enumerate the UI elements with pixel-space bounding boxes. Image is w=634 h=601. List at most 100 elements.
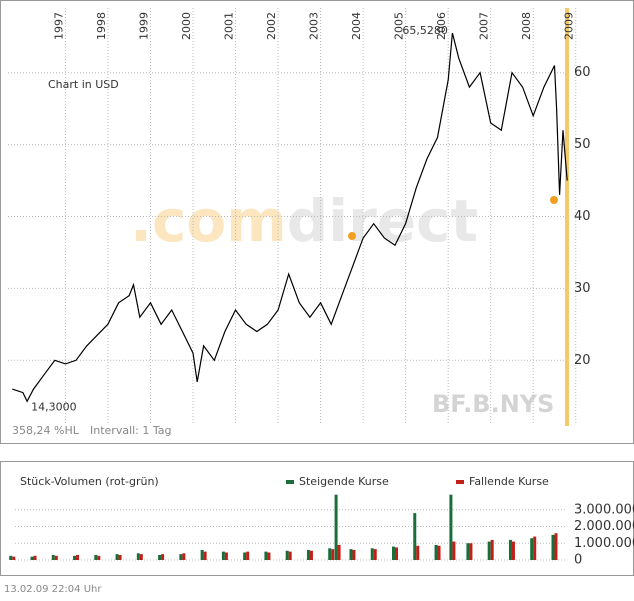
volume-bar (530, 538, 534, 560)
volume-bar (508, 539, 512, 560)
volume-bar (51, 554, 55, 560)
volume-bar (370, 548, 374, 560)
volume-bar (395, 547, 399, 560)
volume-bar (118, 554, 122, 560)
symbol: BF.B.NYS (432, 390, 554, 418)
volume-bar (139, 554, 143, 560)
volume-bar (466, 543, 470, 560)
volume-bar (158, 554, 162, 560)
volume-bar (487, 541, 491, 560)
y-tick-label: 60 (574, 65, 591, 80)
volume-bar (337, 544, 341, 560)
dividend-icon (550, 196, 558, 204)
volume-bar (334, 494, 338, 560)
y-tick-label: 3.000.000 (574, 502, 634, 517)
volume-bar (224, 552, 228, 560)
annotation: 14,3000 (31, 400, 76, 413)
volume-bar (76, 554, 80, 560)
volume-bar (349, 549, 353, 560)
y-tick-label: 30 (574, 281, 591, 296)
volume-bar (12, 556, 16, 560)
x-tick-label: 2001 (223, 12, 236, 40)
volume-bar (200, 549, 204, 560)
y-tick-label: 1.000.000 (574, 536, 634, 551)
volume-bar (285, 550, 289, 560)
volume-bar (73, 555, 77, 560)
timestamp: 13.02.09 22:04 Uhr (4, 584, 102, 595)
dividend-icon (348, 232, 356, 240)
watermark-b: direct (287, 187, 478, 255)
volume-bar (94, 554, 98, 560)
x-tick-label: 2007 (478, 12, 491, 40)
volume-bar (392, 546, 396, 560)
legend-swatch (456, 480, 464, 484)
y-tick-label: 50 (574, 137, 591, 152)
volume-bar (115, 554, 119, 560)
x-tick-label: 2008 (520, 12, 533, 40)
y-tick-label: 0 (574, 553, 582, 568)
annotation: 65,5280 (402, 24, 448, 37)
legend-label: Fallende Kurse (469, 475, 549, 488)
x-tick-label: 2009 (563, 12, 576, 40)
volume-bar (288, 551, 292, 560)
volume-bar (203, 551, 207, 560)
volume-bar (246, 551, 250, 560)
volume-bar (490, 539, 494, 560)
volume-bar (452, 541, 456, 560)
volume-title: Stück-Volumen (rot-grün) (20, 475, 159, 488)
legend-swatch (286, 480, 294, 484)
watermark: .comdirect (130, 187, 478, 255)
volume-bar (554, 533, 558, 560)
x-tick-label: 1999 (137, 12, 150, 40)
legend-label: Steigende Kurse (299, 475, 389, 488)
volume-bar (551, 534, 555, 560)
range-note: 358,24 %HL (12, 424, 80, 437)
x-tick-label: 2004 (350, 12, 363, 40)
volume-bar (161, 554, 165, 560)
price-line (12, 32, 568, 403)
x-tick-label: 2000 (180, 12, 193, 40)
volume-bar (9, 555, 13, 560)
volume-bar (136, 553, 140, 560)
volume-bar (221, 551, 225, 560)
volume-bar (533, 536, 537, 560)
today-line (565, 8, 569, 426)
volume-bar (416, 545, 420, 560)
volume-bar (437, 545, 441, 560)
volume-bar (179, 554, 183, 560)
volume-bar (434, 544, 438, 560)
volume-bar (54, 555, 58, 560)
x-tick-label: 2005 (393, 12, 406, 40)
y-tick-label: 20 (574, 353, 591, 368)
volume-frame (0, 461, 634, 576)
volume-bar (264, 551, 268, 560)
volume-bar (413, 513, 417, 560)
volume-bar (182, 553, 186, 560)
volume-bar (33, 555, 37, 560)
watermark-a: .com (130, 187, 287, 255)
y-tick-label: 40 (574, 209, 591, 224)
volume-bar (97, 555, 101, 560)
x-tick-label: 2003 (308, 12, 321, 40)
volume-bar (449, 494, 453, 560)
volume-bar (328, 548, 332, 560)
volume-bar (352, 549, 356, 560)
price-frame (0, 0, 634, 444)
interval-note: Intervall: 1 Tag (90, 424, 172, 437)
x-tick-label: 1997 (52, 12, 65, 40)
volume-bar (469, 543, 473, 560)
x-tick-label: 2006 (435, 12, 448, 40)
volume-bar (511, 541, 515, 560)
volume-bar (30, 556, 34, 560)
volume-bar (331, 549, 335, 560)
volume-bar (306, 549, 310, 560)
x-tick-label: 2002 (265, 12, 278, 40)
currency-note: Chart in USD (48, 78, 119, 91)
volume-bar (243, 552, 247, 560)
volume-bar (267, 552, 271, 560)
y-tick-label: 2.000.000 (574, 519, 634, 534)
volume-bar (373, 549, 377, 560)
x-tick-label: 1998 (95, 12, 108, 40)
volume-bar (309, 550, 313, 560)
